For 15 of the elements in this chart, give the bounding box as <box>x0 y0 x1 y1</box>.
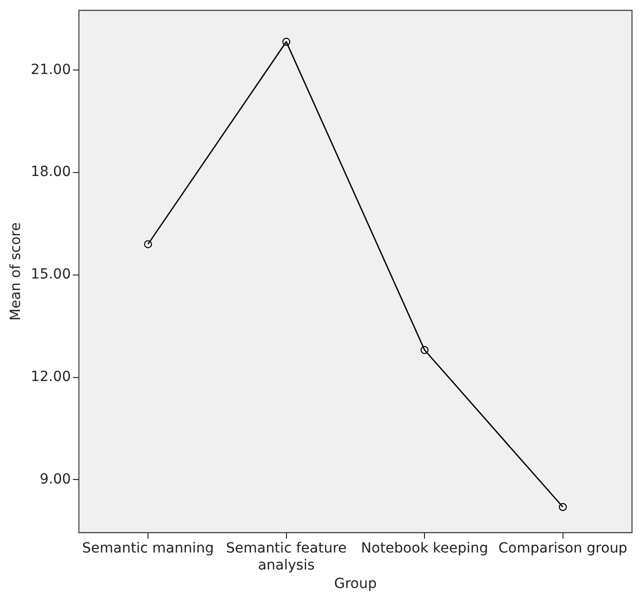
point <box>282 38 290 46</box>
x-tick-label: Notebook keeping <box>361 540 488 557</box>
y-tick-label: 9.00 <box>40 471 71 488</box>
y-tick-label: 18.00 <box>30 164 71 180</box>
y-tick-label: 12.00 <box>30 368 71 385</box>
y-axis-title: Mean of score <box>8 222 24 321</box>
x-tick-label: Semantic feature analysis <box>226 540 347 574</box>
y-tick-label: 15.00 <box>30 266 71 283</box>
y-tick-label: 21.00 <box>30 62 71 78</box>
x-tick-label: Semantic manning <box>82 540 214 557</box>
point <box>420 346 429 354</box>
point <box>144 240 152 248</box>
x-tick-label: Comparison group <box>498 540 628 557</box>
point <box>558 503 567 511</box>
x-axis-title: Group <box>334 576 377 592</box>
